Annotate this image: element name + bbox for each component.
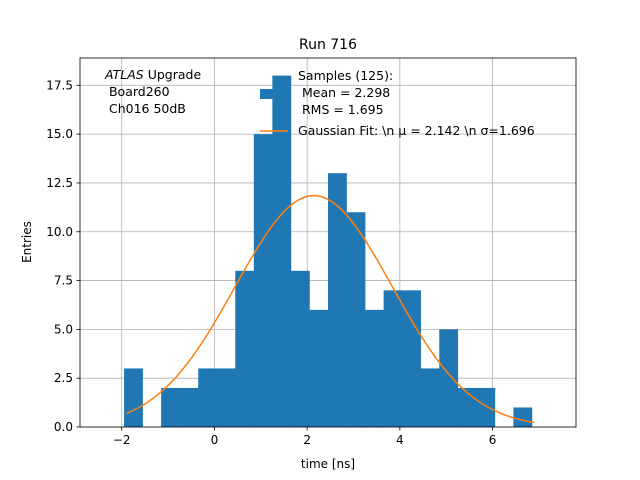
histogram-bar — [124, 368, 143, 427]
y-tick-label: 17.5 — [46, 78, 73, 92]
y-tick-label: 12.5 — [46, 176, 73, 190]
legend-fit-label: Gaussian Fit: \n μ = 2.142 \n σ=1.696 — [298, 123, 535, 138]
x-axis-label: time [ns] — [301, 457, 355, 471]
y-axis-ticks: 0.0 2.5 5.0 7.5 10.0 12.5 15.0 17.5 — [46, 78, 80, 434]
histogram-bar — [439, 329, 459, 427]
histogram-bar — [402, 290, 422, 427]
histogram-bar — [476, 387, 496, 427]
legend-samples-mean: Mean = 2.298 — [298, 85, 390, 100]
legend-samples-rms: RMS = 1.695 — [298, 102, 384, 117]
x-tick-label: 0 — [211, 433, 219, 447]
x-tick-label: 6 — [489, 433, 497, 447]
histogram-bar — [198, 368, 218, 427]
legend-samples-swatch — [260, 89, 288, 99]
y-tick-label: 15.0 — [46, 127, 73, 141]
histogram-bars — [124, 75, 533, 428]
histogram-bar — [420, 368, 440, 427]
x-axis-ticks: −2 0 2 4 6 — [113, 427, 497, 447]
histogram-bar — [253, 134, 273, 427]
gaussian-fit-line — [126, 194, 535, 424]
histogram-bar — [216, 368, 236, 427]
y-tick-label: 0.0 — [54, 420, 73, 434]
channel-label: Ch016 50dB — [105, 101, 186, 116]
histogram-bar — [383, 290, 403, 427]
histogram-bar — [235, 270, 255, 427]
y-tick-label: 5.0 — [54, 322, 73, 336]
atlas-label: ATLAS — [104, 67, 144, 82]
upgrade-label: Upgrade — [144, 67, 202, 82]
histogram-bar — [457, 387, 477, 427]
atlas-annotation: ATLAS Upgrade Board260 Ch016 50dB — [104, 67, 201, 116]
histogram-bar — [309, 309, 329, 427]
plot-frame — [79, 57, 577, 428]
histogram-bar — [513, 407, 533, 427]
histogram-bar — [161, 387, 180, 427]
histogram-bar — [272, 75, 292, 428]
y-tick-label: 2.5 — [54, 371, 73, 385]
legend: Samples (125): Mean = 2.298 RMS = 1.695 … — [260, 68, 535, 138]
legend-samples-title: Samples (125): — [298, 68, 393, 83]
board-label: Board260 — [105, 84, 170, 99]
y-tick-label: 10.0 — [46, 225, 73, 239]
histogram-bar — [365, 309, 384, 427]
x-tick-label: 4 — [396, 433, 404, 447]
histogram-bar — [290, 270, 310, 427]
y-tick-label: 7.5 — [54, 274, 73, 288]
histogram-bar — [346, 212, 366, 427]
histogram-bar — [179, 387, 199, 427]
histogram-bar — [328, 173, 347, 427]
y-axis-label: Entries — [20, 221, 34, 263]
svg-text:ATLAS Upgrade: ATLAS Upgrade — [104, 67, 201, 82]
chart-title: Run 716 — [299, 37, 357, 53]
x-tick-label: 2 — [303, 433, 311, 447]
x-tick-label: −2 — [113, 433, 131, 447]
